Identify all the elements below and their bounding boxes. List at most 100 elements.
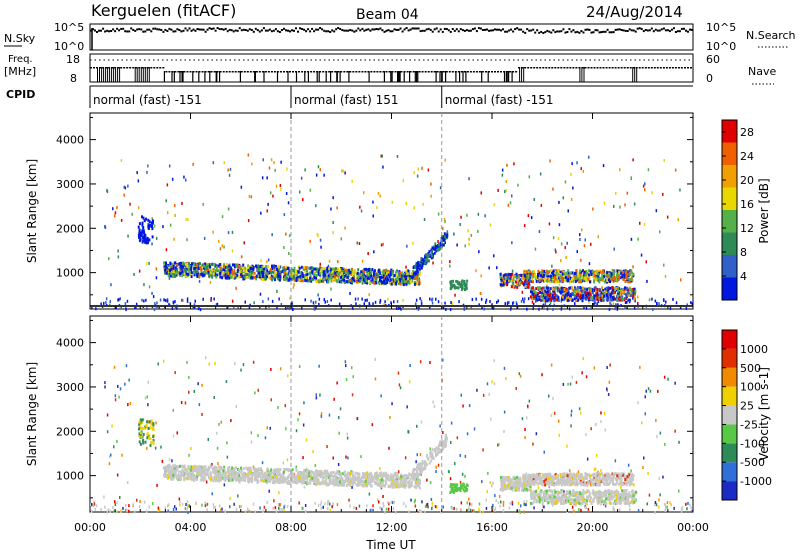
scatter-cell — [666, 501, 669, 505]
scatter-cell — [588, 275, 591, 279]
scatter-cell — [628, 280, 631, 284]
scatter-cell — [171, 459, 173, 463]
scatter-cell — [542, 292, 545, 296]
scatter-cell — [312, 270, 315, 274]
scatter-cell — [214, 274, 217, 277]
scatter-cell — [250, 195, 253, 199]
nsky-point — [335, 28, 338, 31]
scatter-cell — [567, 269, 570, 273]
scatter-cell — [606, 387, 608, 391]
scatter-cell — [361, 273, 364, 277]
scatter-cell — [510, 285, 513, 289]
scatter-cell — [224, 271, 227, 275]
scatter-cell — [279, 187, 282, 191]
scatter-cell — [128, 509, 130, 513]
scatter-cell — [231, 271, 234, 275]
nsky-point — [156, 28, 159, 31]
scatter-cell — [93, 502, 96, 506]
scatter-cell — [464, 474, 466, 478]
scatter-cell — [378, 268, 380, 272]
scatter-cell — [184, 401, 187, 405]
nsky-point — [240, 29, 243, 32]
scatter-cell — [454, 462, 456, 466]
scatter-cell — [469, 502, 471, 506]
freq-point — [388, 71, 391, 73]
nsky-point — [498, 28, 500, 31]
scatter-cell — [399, 282, 402, 286]
scatter-cell — [199, 308, 202, 312]
nsky-point — [395, 28, 398, 31]
nsky-point — [287, 29, 289, 32]
scatter-cell — [507, 273, 510, 277]
scatter-cell — [535, 287, 538, 291]
scatter-cell — [663, 299, 665, 302]
nsky-point — [327, 30, 330, 33]
scatter-cell — [143, 283, 145, 287]
freq-point — [216, 71, 219, 73]
nsky-point — [234, 29, 237, 32]
scatter-cell — [332, 231, 334, 234]
power-scatter — [90, 113, 694, 312]
scatter-cell — [387, 269, 390, 273]
scatter-cell — [141, 215, 143, 219]
scatter-cell — [515, 301, 518, 305]
scatter-cell — [351, 179, 353, 183]
scatter-cell — [497, 501, 500, 505]
scatter-cell — [162, 466, 165, 470]
scatter-cell — [391, 402, 393, 406]
freq-point — [162, 67, 165, 69]
scatter-cell — [356, 271, 359, 275]
scatter-cell — [317, 268, 320, 272]
scatter-cell — [176, 272, 179, 276]
scatter-cell — [175, 271, 178, 275]
scatter-cell — [286, 458, 289, 462]
freq-point — [334, 71, 337, 73]
scatter-cell — [116, 440, 118, 443]
scatter-cell — [315, 204, 317, 208]
freq-point — [448, 71, 451, 73]
scatter-cell — [492, 306, 494, 310]
scatter-cell — [305, 276, 308, 280]
scatter-cell — [236, 263, 239, 267]
scatter-cell — [299, 274, 302, 278]
scatter-cell — [414, 277, 417, 281]
scatter-cell — [193, 389, 195, 393]
scatter-cell — [570, 286, 573, 290]
scatter-cell — [466, 432, 469, 436]
scatter-cell — [329, 268, 332, 272]
scatter-cell — [526, 277, 529, 281]
scatter-cell — [211, 262, 214, 266]
scatter-cell — [203, 273, 206, 277]
scatter-cell — [183, 175, 185, 179]
scatter-cell — [371, 268, 374, 271]
freq-point — [135, 67, 138, 69]
scatter-cell — [616, 279, 619, 283]
scatter-cell — [373, 269, 376, 273]
scatter-cell — [376, 275, 379, 279]
nsky-point — [160, 29, 163, 31]
scatter-cell — [142, 239, 145, 243]
scatter-cell — [290, 271, 293, 274]
scatter-cell — [202, 202, 204, 206]
scatter-cell — [271, 270, 274, 274]
scatter-cell — [327, 274, 330, 278]
scatter-cell — [531, 300, 534, 304]
scatter-cell — [570, 172, 572, 176]
scatter-cell — [290, 277, 293, 281]
scatter-cell — [368, 492, 371, 496]
scatter-cell — [272, 276, 275, 279]
nsky-point — [656, 29, 659, 32]
scatter-cell — [119, 297, 121, 301]
scatter-cell — [563, 288, 566, 291]
scatter-cell — [167, 211, 169, 215]
scatter-cell — [421, 264, 424, 268]
scatter-cell — [279, 508, 281, 511]
freq-point — [587, 67, 590, 69]
nsky-point — [423, 29, 426, 32]
scatter-cell — [580, 258, 582, 262]
scatter-cell — [609, 301, 611, 305]
scatter-cell — [138, 235, 141, 239]
scatter-cell — [234, 272, 237, 276]
scatter-cell — [322, 280, 325, 283]
scatter-cell — [578, 295, 581, 299]
